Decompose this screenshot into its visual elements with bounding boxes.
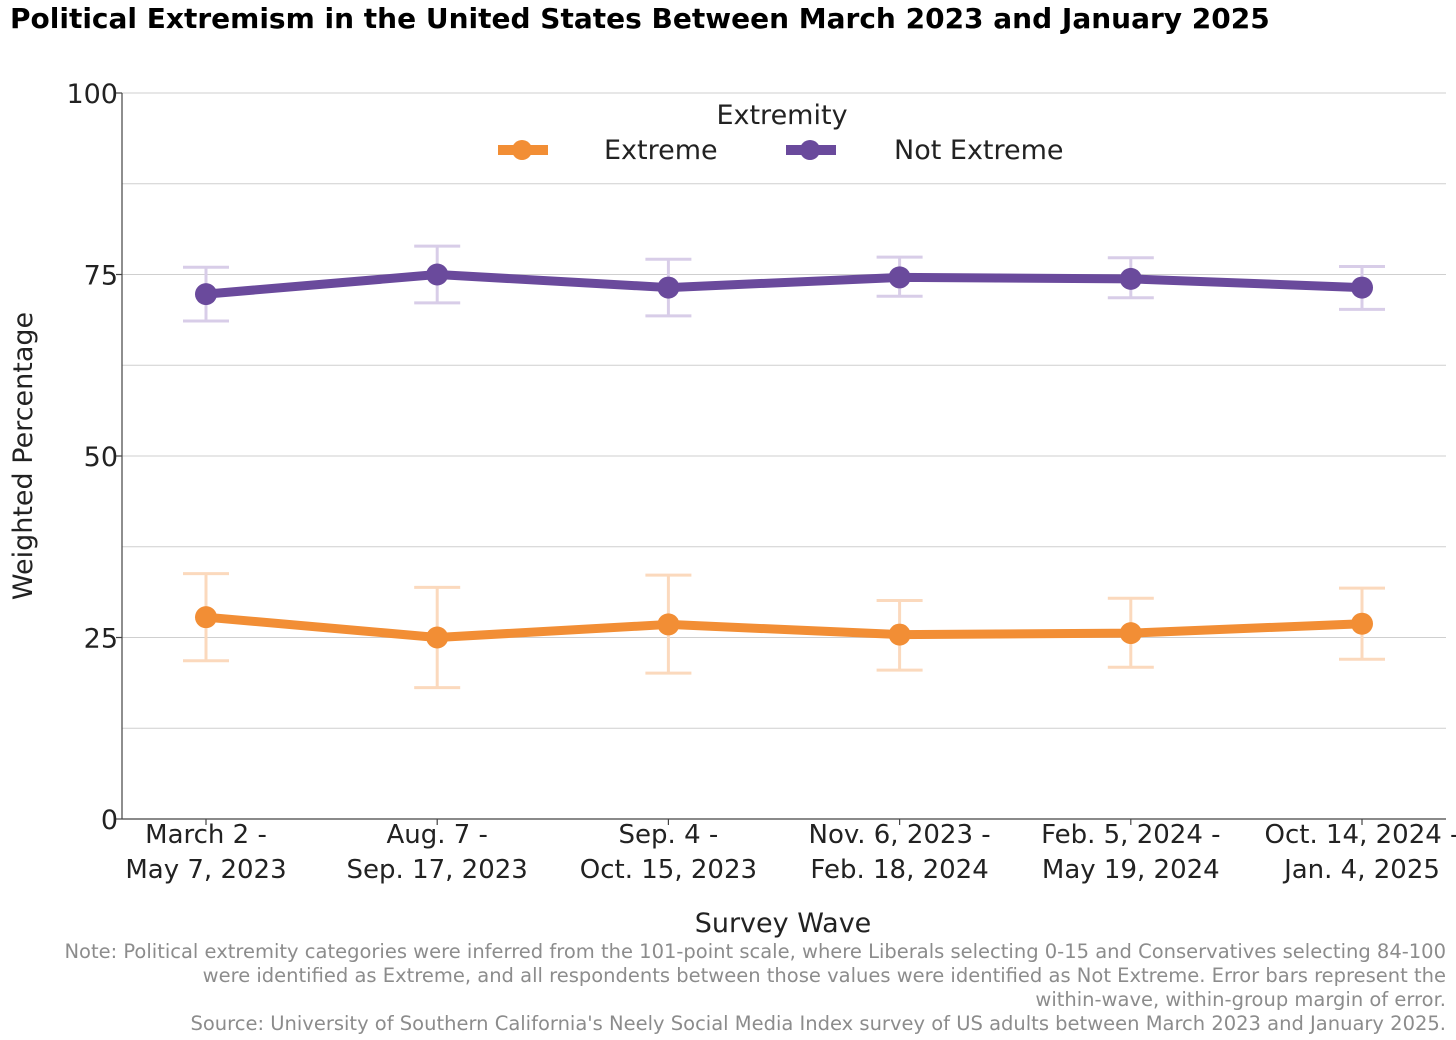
x-tick-label: Nov. 6, 2023 -Feb. 18, 2024: [809, 820, 991, 885]
data-point-extreme: [1351, 612, 1373, 635]
legend-swatch-not-extreme-marker: [800, 140, 820, 160]
legend: Extremity Extreme Not Extreme: [498, 100, 1064, 166]
x-tick-labels: March 2 -May 7, 2023 Aug. 7 -Sep. 17, 202…: [125, 819, 1456, 885]
x-tick-label: Aug. 7 -Sep. 17, 2023: [347, 820, 528, 885]
y-tick-label: 0: [101, 805, 118, 836]
legend-swatch-extreme-marker: [512, 140, 532, 160]
chart-title: Political Extremism in the United States…: [10, 2, 1270, 35]
error-bars: [183, 244, 1385, 690]
series-points: [195, 263, 1373, 649]
line-chart: 0 25 50 75 100 March 2 -May 7, 2023 Aug. 7 -S…: [8, 79, 1456, 939]
footnote-line: Note: Political extremity categories wer…: [64, 940, 1446, 963]
x-tick-label: Feb. 5, 2024 -May 19, 2024: [1041, 820, 1220, 885]
footnote-source: Source: University of Southern Californi…: [190, 1012, 1447, 1035]
y-tick-labels: 0 25 50 75 100: [66, 79, 122, 836]
data-point-not-extreme: [888, 266, 911, 289]
y-axis-title: Weighted Percentage: [8, 312, 39, 600]
y-tick-label: 100: [66, 79, 118, 110]
series-line-not-extreme: [201, 270, 1367, 299]
data-point-not-extreme: [195, 283, 217, 306]
data-point-extreme: [657, 613, 680, 636]
data-point-extreme: [426, 626, 449, 649]
data-point-not-extreme: [426, 263, 449, 286]
y-tick-label: 25: [84, 624, 118, 655]
series-lines: [201, 270, 1367, 642]
footnote-line: within-wave, within-group margin of erro…: [1035, 988, 1446, 1011]
footnote: Note: Political extremity categories wer…: [6, 940, 1446, 1036]
data-point-not-extreme: [1119, 267, 1142, 290]
data-point-not-extreme: [657, 276, 680, 299]
legend-title: Extremity: [716, 100, 847, 131]
y-tick-label: 50: [84, 442, 118, 473]
y-tick-label: 75: [84, 261, 118, 292]
legend-label-extreme[interactable]: Extreme: [604, 135, 718, 166]
data-point-not-extreme: [1351, 276, 1373, 299]
legend-label-not-extreme[interactable]: Not Extreme: [894, 135, 1064, 166]
data-point-extreme: [888, 623, 911, 646]
series-line-extreme: [201, 612, 1367, 642]
x-axis-title: Survey Wave: [695, 908, 872, 939]
footnote-line: were identified as Extreme, and all resp…: [202, 964, 1446, 987]
data-point-extreme: [1119, 622, 1142, 645]
data-point-extreme: [195, 606, 217, 629]
x-tick-label: March 2 -May 7, 2023: [125, 820, 286, 885]
gridlines: [122, 92, 1446, 729]
x-tick-label: Sep. 4 -Oct. 15, 2023: [580, 820, 757, 885]
x-tick-label: Oct. 14, 2024 -Jan. 4, 2025: [1265, 820, 1456, 885]
